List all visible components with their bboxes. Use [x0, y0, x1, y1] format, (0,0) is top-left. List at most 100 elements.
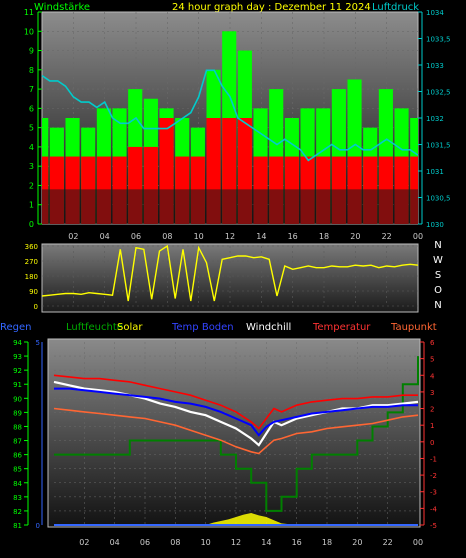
compass-label: O: [434, 285, 442, 296]
wind-left-ticks: 0 1 2 3 4 5 6 7 8 9 10 11: [24, 8, 42, 229]
wind-tick-label: 7: [29, 85, 34, 94]
wind-tick-label: 6: [29, 104, 34, 113]
temperature-tick-label: 2: [430, 406, 434, 414]
wind-tick-label: 9: [29, 47, 34, 56]
temperature-tick-label: 4: [430, 372, 435, 380]
humidity-tick-label: 87: [13, 438, 22, 446]
wind-x-tick-label: 06: [131, 232, 141, 241]
temperature-tick-label: 5: [430, 356, 434, 364]
rain-tick-label: 0: [36, 522, 40, 530]
wind-x-tick-label: 00: [413, 232, 423, 241]
compass-label: N: [434, 300, 441, 311]
wind-tick-label: 3: [29, 162, 34, 171]
pressure-line-path: [41, 69, 419, 162]
humidity-tick-label: 93: [13, 353, 22, 361]
legend: Regen Luftfeuchte Solar Temp Boden Windc…: [0, 322, 437, 333]
pressure-tick-label: 1032,5: [426, 89, 451, 97]
temperature-tick-label: -4: [430, 505, 438, 513]
wind-x-tick-label: 20: [350, 232, 360, 241]
wind-x-tick-label: 08: [162, 232, 172, 241]
wind-tick-label: 2: [29, 181, 34, 190]
pressure-tick-label: 1033,5: [426, 36, 451, 44]
temperature-x-tick-label: 16: [292, 538, 302, 547]
direction-left-ticks: 0 90 180 270 360: [25, 243, 38, 311]
humidity-line: [54, 356, 419, 512]
temperature-tick-label: -2: [430, 472, 437, 480]
wind-x-tick-label: 22: [382, 232, 392, 241]
temperature-tick-label: -1: [430, 455, 437, 463]
direction-tick-label: 180: [25, 273, 38, 281]
wind-x-tick-label: 14: [256, 232, 266, 241]
temperature-x-tick-label: 04: [110, 538, 120, 547]
ground-temp-line: [54, 387, 418, 437]
rain-tick-label: 5: [36, 339, 40, 347]
right-axis-label: Luftdruck: [372, 2, 419, 13]
wind-x-tick-label: 02: [68, 232, 78, 241]
wind-x-tick-label: 16: [288, 232, 298, 241]
temperature-lines: [53, 356, 419, 526]
humidity-tick-label: 85: [13, 466, 22, 474]
temperature-x-tick-label: 08: [170, 538, 180, 547]
wind-tick-label: 5: [29, 124, 34, 133]
direction-line-path: [41, 244, 419, 302]
pressure-tick-label: 1031,5: [426, 142, 451, 150]
direction-tick-label: 360: [25, 243, 38, 251]
direction-tick-label: 90: [29, 288, 38, 296]
pressure-tick-label: 1031: [426, 168, 444, 176]
wind-x-tick-label: 10: [194, 232, 204, 241]
temperature-tick-label: -5: [430, 522, 437, 530]
temperature-right-ticks: -5 -4 -3 -2 -1 0 1 2 3 4 5 6: [420, 339, 438, 530]
temperature-x-tick-label: 02: [79, 538, 89, 547]
pressure-tick-label: 1032: [426, 115, 444, 123]
compass-label: W: [433, 255, 443, 266]
temperature-x-tick-label: 00: [413, 538, 423, 547]
pressure-right-ticks: 1030 1030,5 1031 1031,5 1032 1032,5 1033 1033,5…: [418, 9, 451, 229]
wind-tick-label: 11: [24, 8, 34, 17]
pressure-tick-label: 1030,5: [426, 195, 451, 203]
humidity-tick-label: 90: [13, 395, 22, 403]
temperature-x-tick-label: 20: [352, 538, 362, 547]
legend-windchill: Windchill: [246, 322, 291, 333]
rain-axis-ticks: 05: [36, 339, 43, 530]
humidity-tick-label: 81: [13, 522, 22, 530]
temperature-tick-label: 3: [430, 389, 434, 397]
wind-calm-band: [42, 189, 418, 224]
legend-ground-temp: Temp Boden: [171, 322, 234, 333]
wind-x-ticks: 02 04 06 08 10 12 14 16 18 20 22 00: [68, 232, 423, 241]
temperature-tick-label: 0: [430, 439, 434, 447]
humidity-tick-label: 84: [13, 480, 22, 488]
humidity-tick-label: 83: [13, 494, 22, 502]
legend-solar: Solar: [117, 322, 143, 333]
temperature-x-tick-label: 12: [231, 538, 241, 547]
wind-tick-label: 10: [24, 27, 34, 36]
humidity-tick-label: 88: [13, 423, 22, 431]
humidity-tick-label: 86: [13, 452, 22, 460]
legend-humidity: Luftfeuchte: [66, 322, 123, 333]
temperature-x-tick-label: 14: [261, 538, 271, 547]
humidity-tick-label: 92: [13, 367, 22, 375]
temperature-x-tick-label: 10: [201, 538, 211, 547]
wind-bars: [42, 31, 418, 225]
page-title: 24 hour graph day : Dezember 11 2024: [172, 2, 371, 13]
compass-label: N: [434, 240, 441, 251]
temperature-plot-area: [47, 338, 421, 528]
temperature-grid: [54, 342, 418, 525]
direction-tick-label: 0: [34, 303, 38, 311]
wind-x-tick-label: 18: [319, 232, 329, 241]
compass-label: S: [435, 270, 441, 281]
wind-tick-label: 0: [29, 220, 34, 229]
pressure-tick-label: 1033: [426, 62, 444, 70]
temperature-tick-label: 6: [430, 339, 435, 347]
wind-x-tick-label: 12: [225, 232, 235, 241]
pressure-tick-label: 1034: [426, 9, 444, 17]
humidity-tick-label: 94: [13, 339, 22, 347]
wind-x-tick-label: 04: [100, 232, 110, 241]
temperature-tick-label: 1: [430, 422, 434, 430]
temperature-line: [53, 374, 418, 430]
wind-tick-label: 8: [29, 66, 34, 75]
humidity-tick-label: 89: [13, 409, 22, 417]
temperature-tick-label: -3: [430, 489, 437, 497]
humidity-tick-label: 82: [13, 508, 22, 516]
